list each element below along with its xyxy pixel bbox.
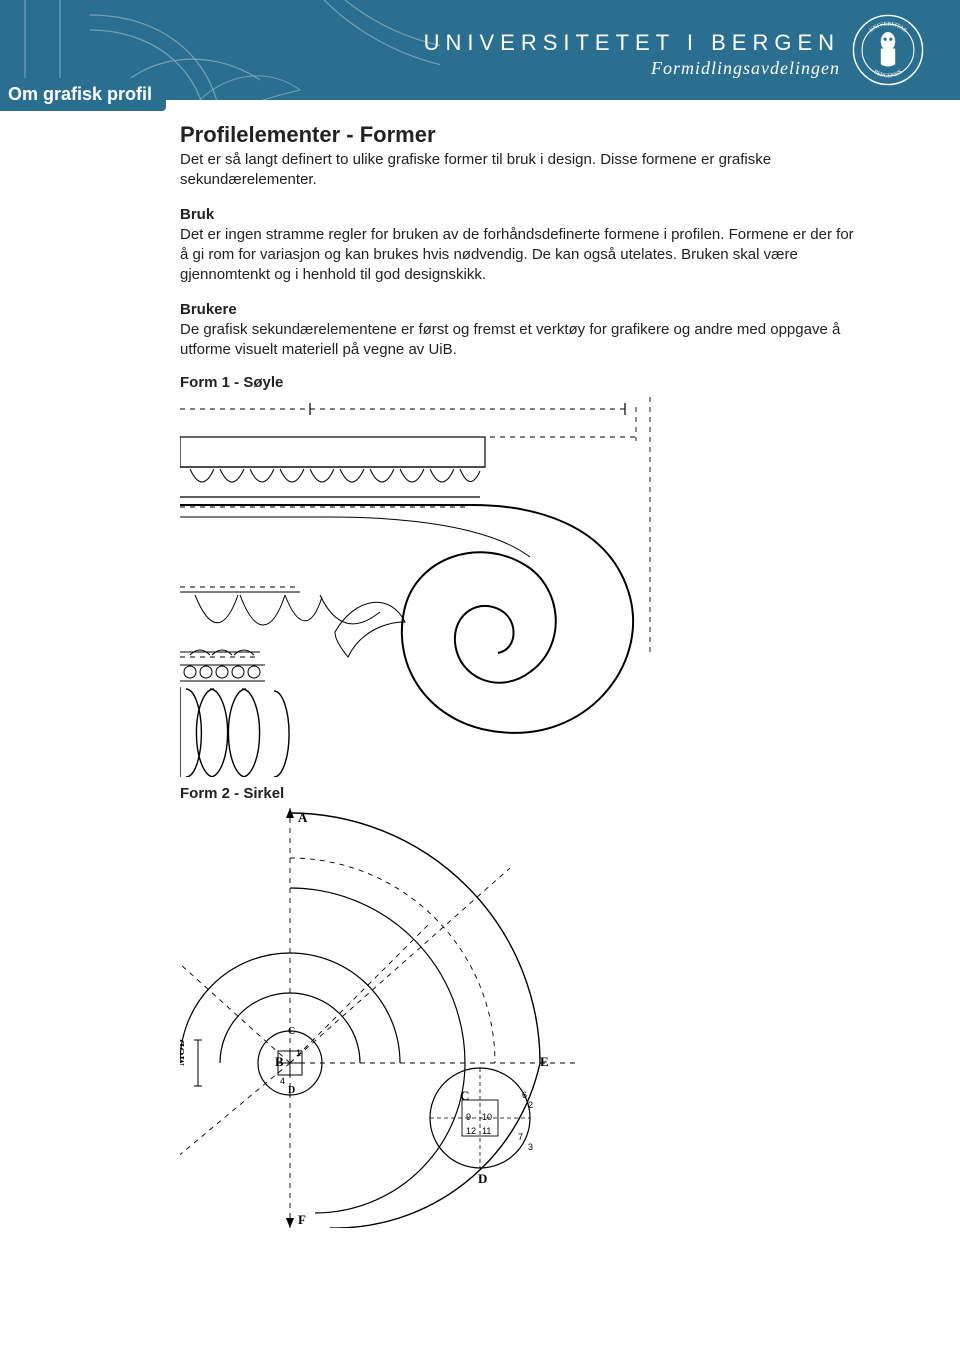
section-body-bruk: Det er ingen stramme regler for bruken a… [180, 225, 860, 286]
intro-paragraph: Det er så langt definert to ulike grafis… [180, 150, 860, 191]
university-name: UNIVERSITETET I BERGEN [424, 30, 840, 56]
svg-text:1: 1 [296, 1048, 301, 1058]
university-seal-icon: UNIVERSITAS BERGENSIS [852, 14, 924, 86]
header-title-block: UNIVERSITETET I BERGEN Formidlingsavdeli… [424, 30, 840, 79]
svg-text:9: 9 [466, 1112, 471, 1122]
circle-label-B: B [275, 1054, 284, 1069]
detail-num-3: 3 [528, 1142, 533, 1152]
form-1-block: Form 1 - Søyle [180, 374, 860, 777]
form-2-block: Form 2 - Sirkel [180, 785, 860, 1228]
main-content: Profilelementer - Former Det er så langt… [180, 122, 860, 1228]
page-header: UNIVERSITETET I BERGEN Formidlingsavdeli… [0, 0, 960, 100]
svg-text:C: C [288, 1026, 295, 1037]
circle-label-F: F [298, 1212, 306, 1227]
section-body-brukere: De grafisk sekundærelementene er først o… [180, 320, 860, 361]
svg-text:D: D [288, 1085, 295, 1096]
page-title: Profilelementer - Former [180, 122, 860, 148]
svg-text:4: 4 [280, 1076, 285, 1086]
svg-text:11: 11 [482, 1126, 491, 1136]
seal-top-text: UNIVERSITAS [869, 21, 908, 33]
department-name: Formidlingsavdelingen [424, 58, 840, 79]
section-heading-bruk: Bruk [180, 205, 860, 225]
circle-label-D: D [478, 1171, 487, 1186]
svg-text:BERGENSIS: BERGENSIS [872, 69, 903, 79]
circle-label-E: E [540, 1054, 549, 1069]
detail-num-2: 2 [528, 1100, 533, 1110]
svg-text:12: 12 [466, 1126, 476, 1136]
svg-text:UNIVERSITAS: UNIVERSITAS [869, 21, 908, 33]
circle-label-C: C [460, 1088, 469, 1103]
header-ornament [0, 0, 440, 140]
section-heading-brukere: Brukere [180, 300, 860, 320]
seal-bottom-text: BERGENSIS [872, 69, 903, 79]
detail-num-6: 6 [522, 1090, 527, 1100]
circle-label-MOD: MOD [180, 1039, 187, 1066]
detail-num-7: 7 [518, 1132, 523, 1142]
section-tab: Om grafisk profil [0, 78, 166, 111]
circle-label-A: A [298, 810, 308, 825]
form-2-title: Form 2 - Sirkel [180, 785, 860, 802]
column-illustration [180, 397, 780, 777]
circle-illustration: A B C D E F MOD D C 1 2 3 4 7 6 9 10 11 … [180, 808, 620, 1228]
svg-text:10: 10 [482, 1112, 492, 1122]
form-1-title: Form 1 - Søyle [180, 374, 860, 391]
